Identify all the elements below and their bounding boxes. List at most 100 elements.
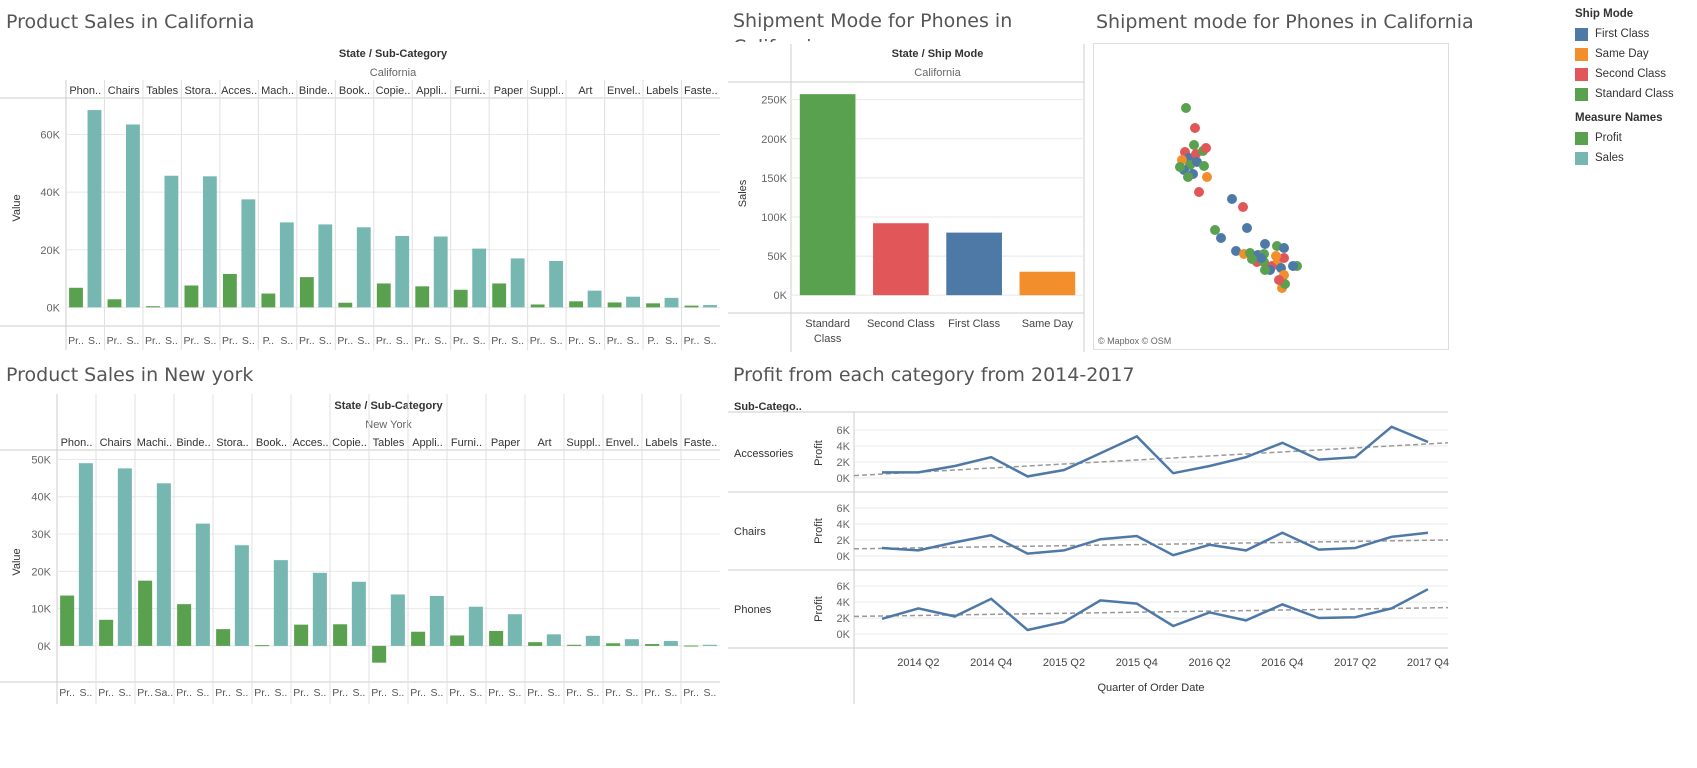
category-label: Art xyxy=(537,437,551,449)
category-label: Acces.. xyxy=(292,437,328,449)
legend-ship-mode-title: Ship Mode xyxy=(1575,8,1634,20)
profit-bar xyxy=(261,293,276,308)
x-tick-label: 2016 Q2 xyxy=(1188,657,1230,669)
map-dot xyxy=(1216,233,1226,243)
x-tick-label: 2015 Q2 xyxy=(1043,657,1085,669)
category-label: Envel.. xyxy=(607,85,641,97)
measure-label: S.. xyxy=(274,687,287,699)
map-area[interactable]: © Mapbox © OSM xyxy=(1093,43,1449,350)
profit-line xyxy=(881,531,1429,557)
profit-bar xyxy=(255,645,270,647)
profit-bar xyxy=(411,631,426,646)
y-tick-label: 4K xyxy=(837,441,851,453)
shipmode-chart-title: Shipment Mode for Phones in California xyxy=(733,10,1013,42)
measure-label: Pr.. xyxy=(683,687,699,699)
sales-bar xyxy=(279,222,294,308)
legend-item-profit[interactable]: Profit xyxy=(1575,128,1695,148)
profit-bar xyxy=(177,604,192,646)
shipmode-bar xyxy=(946,232,1002,296)
legend-label: Second Class xyxy=(1595,68,1666,80)
map-dot xyxy=(1256,253,1266,263)
measure-label: P.. xyxy=(647,335,658,347)
category-label: Same Day xyxy=(1022,318,1074,330)
measure-label: S.. xyxy=(165,335,178,347)
category-label: Paper xyxy=(494,85,524,97)
category-label: Acces.. xyxy=(221,85,257,97)
measure-label: Pr.. xyxy=(98,687,114,699)
profit-line xyxy=(882,425,1429,478)
profit-bar xyxy=(60,595,75,646)
profit-bar xyxy=(107,299,122,308)
measure-label: S.. xyxy=(319,335,332,347)
map-dot xyxy=(1181,103,1191,113)
ny-chart-title: Product Sales in New york xyxy=(6,364,254,386)
category-label: Class xyxy=(814,333,842,345)
profit-bar xyxy=(530,304,545,308)
x-tick-label: 2014 Q4 xyxy=(970,657,1012,669)
measure-label: Pr.. xyxy=(299,335,315,347)
legend-item-standard-class[interactable]: Standard Class xyxy=(1575,84,1695,104)
profit-bar xyxy=(489,630,504,646)
map-dot xyxy=(1274,275,1284,285)
map-dot xyxy=(1271,251,1281,261)
legend-measure-title: Measure Names xyxy=(1575,112,1663,124)
measure-label: S.. xyxy=(550,335,563,347)
row-label: Phones xyxy=(734,604,772,616)
profit-line-chart: Sub-Catego.. 0K 2K 4K 6K Accessories Profit 0K 2… xyxy=(728,401,1449,704)
category-label: Book.. xyxy=(339,85,370,97)
y-tick-label: 6K xyxy=(837,425,851,437)
row-label: Chairs xyxy=(734,526,766,538)
category-label: Tables xyxy=(146,85,178,97)
y-tick-label: 0K xyxy=(774,290,788,302)
y-tick-label: 60K xyxy=(40,130,60,142)
x-tick-label: 2015 Q4 xyxy=(1116,657,1158,669)
profit-bar xyxy=(646,303,660,308)
map-dot xyxy=(1201,143,1211,153)
category-label: Suppl.. xyxy=(530,85,564,97)
sales-bar xyxy=(626,296,640,308)
profit-bar xyxy=(216,629,231,646)
sales-bar xyxy=(117,468,132,646)
sales-bar xyxy=(390,594,405,646)
measure-label: Pr.. xyxy=(684,335,700,347)
sales-bar xyxy=(234,545,249,646)
measure-label: Pr.. xyxy=(337,335,353,347)
measure-label: Pr.. xyxy=(530,335,546,347)
measure-label: Pr.. xyxy=(371,687,387,699)
y-axis-label: Profit xyxy=(813,518,825,544)
legend-label: Same Day xyxy=(1595,48,1649,60)
y-tick-label: 10K xyxy=(31,604,51,616)
sales-bar xyxy=(510,258,525,308)
measure-label: S.. xyxy=(127,335,140,347)
ca-sales-panel: Product Sales in California State / Sub-… xyxy=(0,0,722,352)
map-dot xyxy=(1202,172,1212,182)
legend-item-first-class[interactable]: First Class xyxy=(1575,24,1695,44)
map-dot xyxy=(1247,254,1257,264)
measure-label: S.. xyxy=(627,335,640,347)
header-label: State / Sub-Category xyxy=(339,48,448,60)
y-tick-label: 20K xyxy=(31,566,51,578)
sales-bar xyxy=(195,523,210,646)
measure-label: S.. xyxy=(547,687,560,699)
legend-item-second-class[interactable]: Second Class xyxy=(1575,64,1695,84)
category-label: Envel.. xyxy=(606,437,640,449)
y-tick-label: 4K xyxy=(837,519,851,531)
profit-bar xyxy=(606,643,621,646)
y-axis-label: Profit xyxy=(813,596,825,622)
sales-bar xyxy=(202,176,217,308)
measure-label: S.. xyxy=(586,687,599,699)
category-label: Stora.. xyxy=(216,437,248,449)
legend-swatch xyxy=(1575,151,1588,165)
map-dots xyxy=(1175,103,1302,293)
sales-bar xyxy=(472,248,487,308)
measure-label: Pr.. xyxy=(107,335,123,347)
measure-label: Pr.. xyxy=(607,335,623,347)
y-axis-label: Value xyxy=(11,548,23,575)
category-label: Furni.. xyxy=(454,85,485,97)
legend-item-sales[interactable]: Sales xyxy=(1575,148,1695,168)
measure-label: Pr.. xyxy=(410,687,426,699)
legend-item-same-day[interactable]: Same Day xyxy=(1575,44,1695,64)
sales-bar xyxy=(468,606,483,646)
sales-bar xyxy=(164,175,179,308)
category-label: Machi.. xyxy=(137,437,172,449)
